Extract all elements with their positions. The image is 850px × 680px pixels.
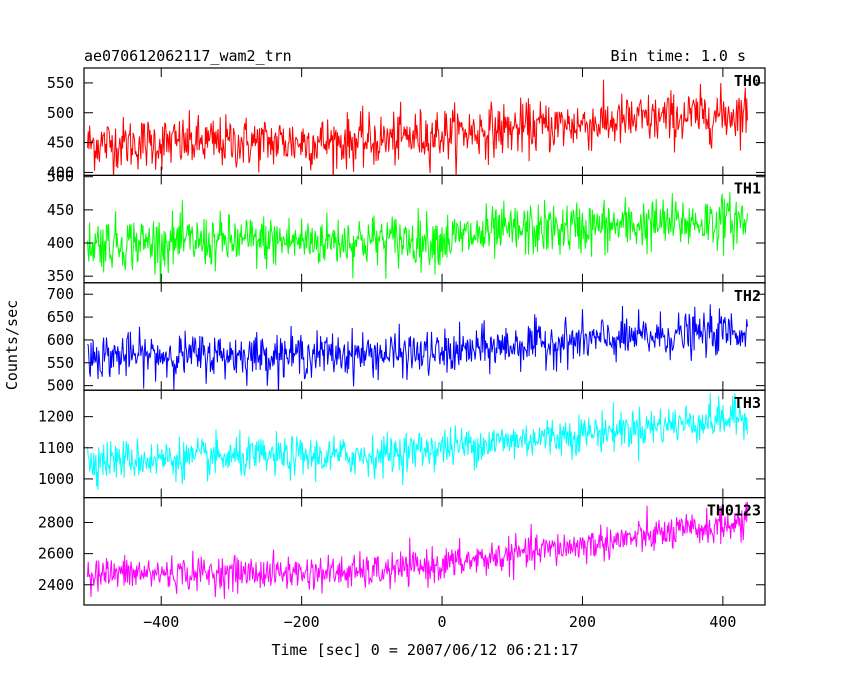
y-tick-label: 1100	[38, 439, 74, 457]
y-tick-label: 400	[47, 163, 74, 181]
x-tick-label: 200	[569, 613, 596, 631]
x-tick-label: −200	[284, 613, 320, 631]
y-tick-label: 450	[47, 201, 74, 219]
y-tick-label: 650	[47, 308, 74, 326]
series-line-th1	[87, 192, 748, 283]
panel-frame-th3	[83, 389, 766, 499]
bin-time-label: Bin time: 1.0 s	[611, 47, 746, 65]
y-tick-label: 500	[47, 377, 74, 395]
panel-frame-th0	[83, 67, 766, 177]
y-tick-label: 2600	[38, 545, 74, 563]
y-tick-label: 350	[47, 267, 74, 285]
panel-label-th2: TH2	[734, 287, 761, 305]
x-tick-label: 400	[709, 613, 736, 631]
y-axis-label: Counts/sec	[3, 300, 21, 390]
x-tick-label: −400	[143, 613, 179, 631]
y-tick-label: 400	[47, 234, 74, 252]
y-tick-label: 2400	[38, 576, 74, 594]
y-tick-label: 550	[47, 354, 74, 372]
y-tick-label: 700	[47, 285, 74, 303]
panels-group: 400 450 500 550 TH0 350 400 450 500 TH1 500 550 600 6…	[38, 67, 766, 631]
panel-frame-th1	[83, 174, 766, 284]
panel-label-th1: TH1	[734, 179, 761, 197]
y-tick-label: 1000	[38, 470, 74, 488]
panel-label-th3: TH3	[734, 394, 761, 412]
series-line-th0123	[87, 502, 748, 599]
y-tick-label: 500	[47, 104, 74, 122]
y-tick-label: 1200	[38, 408, 74, 426]
y-tick-label: 600	[47, 331, 74, 349]
y-tick-label: 550	[47, 74, 74, 92]
panel-label-th0123: TH0123	[707, 502, 761, 520]
y-tick-label: 450	[47, 134, 74, 152]
series-line-th0	[87, 79, 748, 176]
y-tick-label: 2800	[38, 514, 74, 532]
series-line-th2	[87, 304, 748, 391]
chart-title: ae070612062117_wam2_trn	[84, 47, 292, 65]
series-line-th3	[87, 393, 748, 491]
panel-label-th0: TH0	[734, 72, 761, 90]
panel-frame-th0123	[83, 497, 766, 606]
y-tick-label: 500	[47, 168, 74, 186]
x-tick-label: 0	[438, 613, 447, 631]
x-axis-label: Time [sec] 0 = 2007/06/12 06:21:17	[271, 641, 578, 659]
